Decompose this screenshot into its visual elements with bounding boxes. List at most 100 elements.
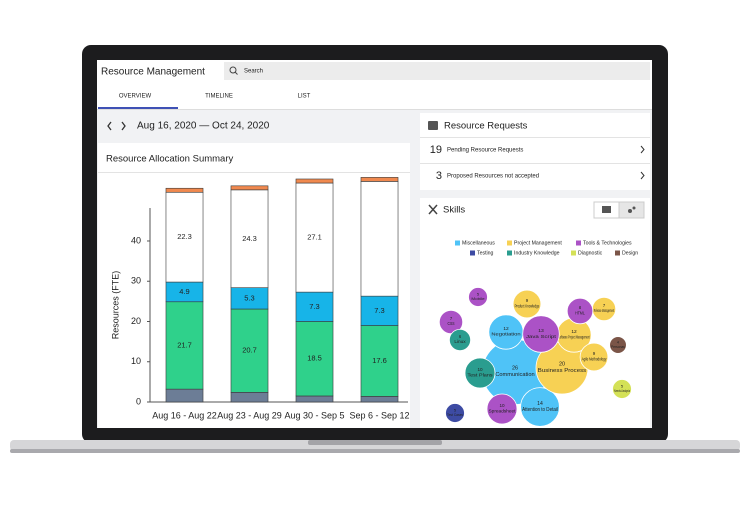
x-tick-label: Sep 6 - Sep 12 xyxy=(349,410,409,420)
bar-label: 24.3 xyxy=(242,234,257,243)
tab-underline xyxy=(98,107,178,109)
app-title: Resource Management xyxy=(101,67,205,78)
x-tick-label: Aug 23 - Aug 29 xyxy=(217,410,282,420)
bubble-count: 9 xyxy=(526,298,529,303)
bubble-count: 10 xyxy=(499,403,505,408)
bubble-count: 9 xyxy=(593,351,596,356)
prev-button[interactable] xyxy=(107,121,112,131)
y-axis-label: Resources (FTE) xyxy=(110,271,120,340)
bar-label: 27.1 xyxy=(307,233,322,242)
bubble-label: HTML xyxy=(575,310,585,315)
bar-segment xyxy=(165,388,204,403)
bubble-count: 5 xyxy=(454,407,457,412)
bar-segment xyxy=(360,295,399,326)
bar-segment xyxy=(295,291,334,322)
requests-card xyxy=(420,113,650,190)
bar-segment xyxy=(230,308,269,393)
legend-label: Tools & Technologies xyxy=(583,240,632,246)
x-tick-label: Aug 30 - Sep 5 xyxy=(284,410,344,420)
legend-swatch xyxy=(615,250,620,256)
bubble-label: Mobile xyxy=(471,296,485,301)
bar-label: 22.3 xyxy=(177,232,192,241)
legend-label: Project Management xyxy=(514,240,562,246)
request-label[interactable]: Proposed Resources not accepted xyxy=(447,174,539,180)
bubble xyxy=(520,387,560,427)
bubble-count: 7 xyxy=(603,303,606,308)
bubble-count: 26 xyxy=(512,366,518,372)
bar-segment xyxy=(360,181,399,297)
bar-segment xyxy=(295,178,334,184)
bubble xyxy=(566,297,594,325)
bubble-label: Personas xyxy=(611,344,625,349)
requests-icon xyxy=(428,121,438,130)
card-title: Resource Allocation Summary xyxy=(106,154,233,165)
request-count: 3 xyxy=(436,170,442,182)
laptop-base-edge xyxy=(10,449,740,453)
request-label[interactable]: Pending Resource Requests xyxy=(447,148,523,154)
y-tick-label: 0 xyxy=(136,396,141,406)
bubble xyxy=(445,403,465,423)
bubble-label: Communication xyxy=(495,372,534,378)
bubble-label: Negotiation xyxy=(491,332,521,338)
bar-segment xyxy=(295,321,334,397)
bar-label: 17.6 xyxy=(372,356,387,365)
bubble xyxy=(448,328,471,351)
bar-label: 7.3 xyxy=(309,302,319,311)
bubble-count: 12 xyxy=(571,329,577,335)
request-count: 19 xyxy=(430,144,442,156)
bubble xyxy=(468,287,488,307)
bar-label: 18.5 xyxy=(307,354,322,363)
bubble-label: CSS xyxy=(448,321,455,326)
bubble-label: Spreadsheet xyxy=(489,409,517,414)
bubble-label: Software Project Management xyxy=(558,335,590,341)
skills-chart: Miscellaneous Project Management Tools & T… xyxy=(438,240,638,427)
bubble-label: Linux xyxy=(454,339,466,344)
bubble-count: 7 xyxy=(450,316,453,321)
bubble-count: 8 xyxy=(579,305,582,310)
legend-swatch xyxy=(507,240,512,246)
bar-label: 4.9 xyxy=(179,287,189,296)
bubble-count: 10 xyxy=(477,367,483,372)
bubble-label: Java Script xyxy=(526,334,557,340)
y-tick-label: 20 xyxy=(131,316,141,326)
bar-segment xyxy=(230,185,269,191)
bar-label: 7.3 xyxy=(374,306,384,315)
bubble-count: 12 xyxy=(503,326,509,332)
tab-bar xyxy=(97,84,652,109)
bubble-count: 13 xyxy=(538,328,544,334)
bubble-count: 14 xyxy=(537,401,543,407)
bubble xyxy=(486,393,518,425)
bubble-label: Attention to Detail xyxy=(522,407,558,413)
legend-swatch xyxy=(507,250,512,256)
bubble-area: 26Communication12Negotiation14Attention … xyxy=(438,287,632,427)
legend-swatch xyxy=(571,250,576,256)
bubble-count: 20 xyxy=(559,362,565,368)
laptop-notch xyxy=(308,440,442,445)
next-button[interactable] xyxy=(121,121,126,131)
tab[interactable]: TIMELINE xyxy=(205,94,233,100)
legend-swatch xyxy=(470,250,475,256)
laptop-base xyxy=(10,440,740,451)
bubble-count: 5 xyxy=(477,291,480,296)
bubble-label: Needs Analysis xyxy=(614,388,630,393)
bar-segment xyxy=(165,191,204,283)
bar-segment xyxy=(165,301,204,390)
y-tick-label: 10 xyxy=(131,356,141,366)
legend-swatch xyxy=(576,240,581,246)
bar-segment xyxy=(295,395,334,403)
card-title: Resource Requests xyxy=(444,121,528,132)
allocation-chart: 0 10 20 30 40 Resources (FTE) Aug 16 - Aug 22 2… xyxy=(110,177,410,420)
bubble-label: Product Knowledge xyxy=(515,303,540,308)
tab[interactable]: LIST xyxy=(298,94,311,100)
bubble xyxy=(522,315,560,353)
search-box[interactable] xyxy=(224,62,650,80)
legend-label: Diagnostic xyxy=(578,250,603,256)
y-tick-label: 40 xyxy=(131,235,141,245)
bubble xyxy=(579,342,609,372)
bar-segment xyxy=(230,189,269,288)
bar-label: 20.7 xyxy=(242,346,257,355)
y-tick-label: 30 xyxy=(131,276,141,286)
search-icon xyxy=(229,66,237,74)
tab[interactable]: OVERVIEW xyxy=(119,94,152,100)
search-placeholder: Search xyxy=(244,69,263,75)
